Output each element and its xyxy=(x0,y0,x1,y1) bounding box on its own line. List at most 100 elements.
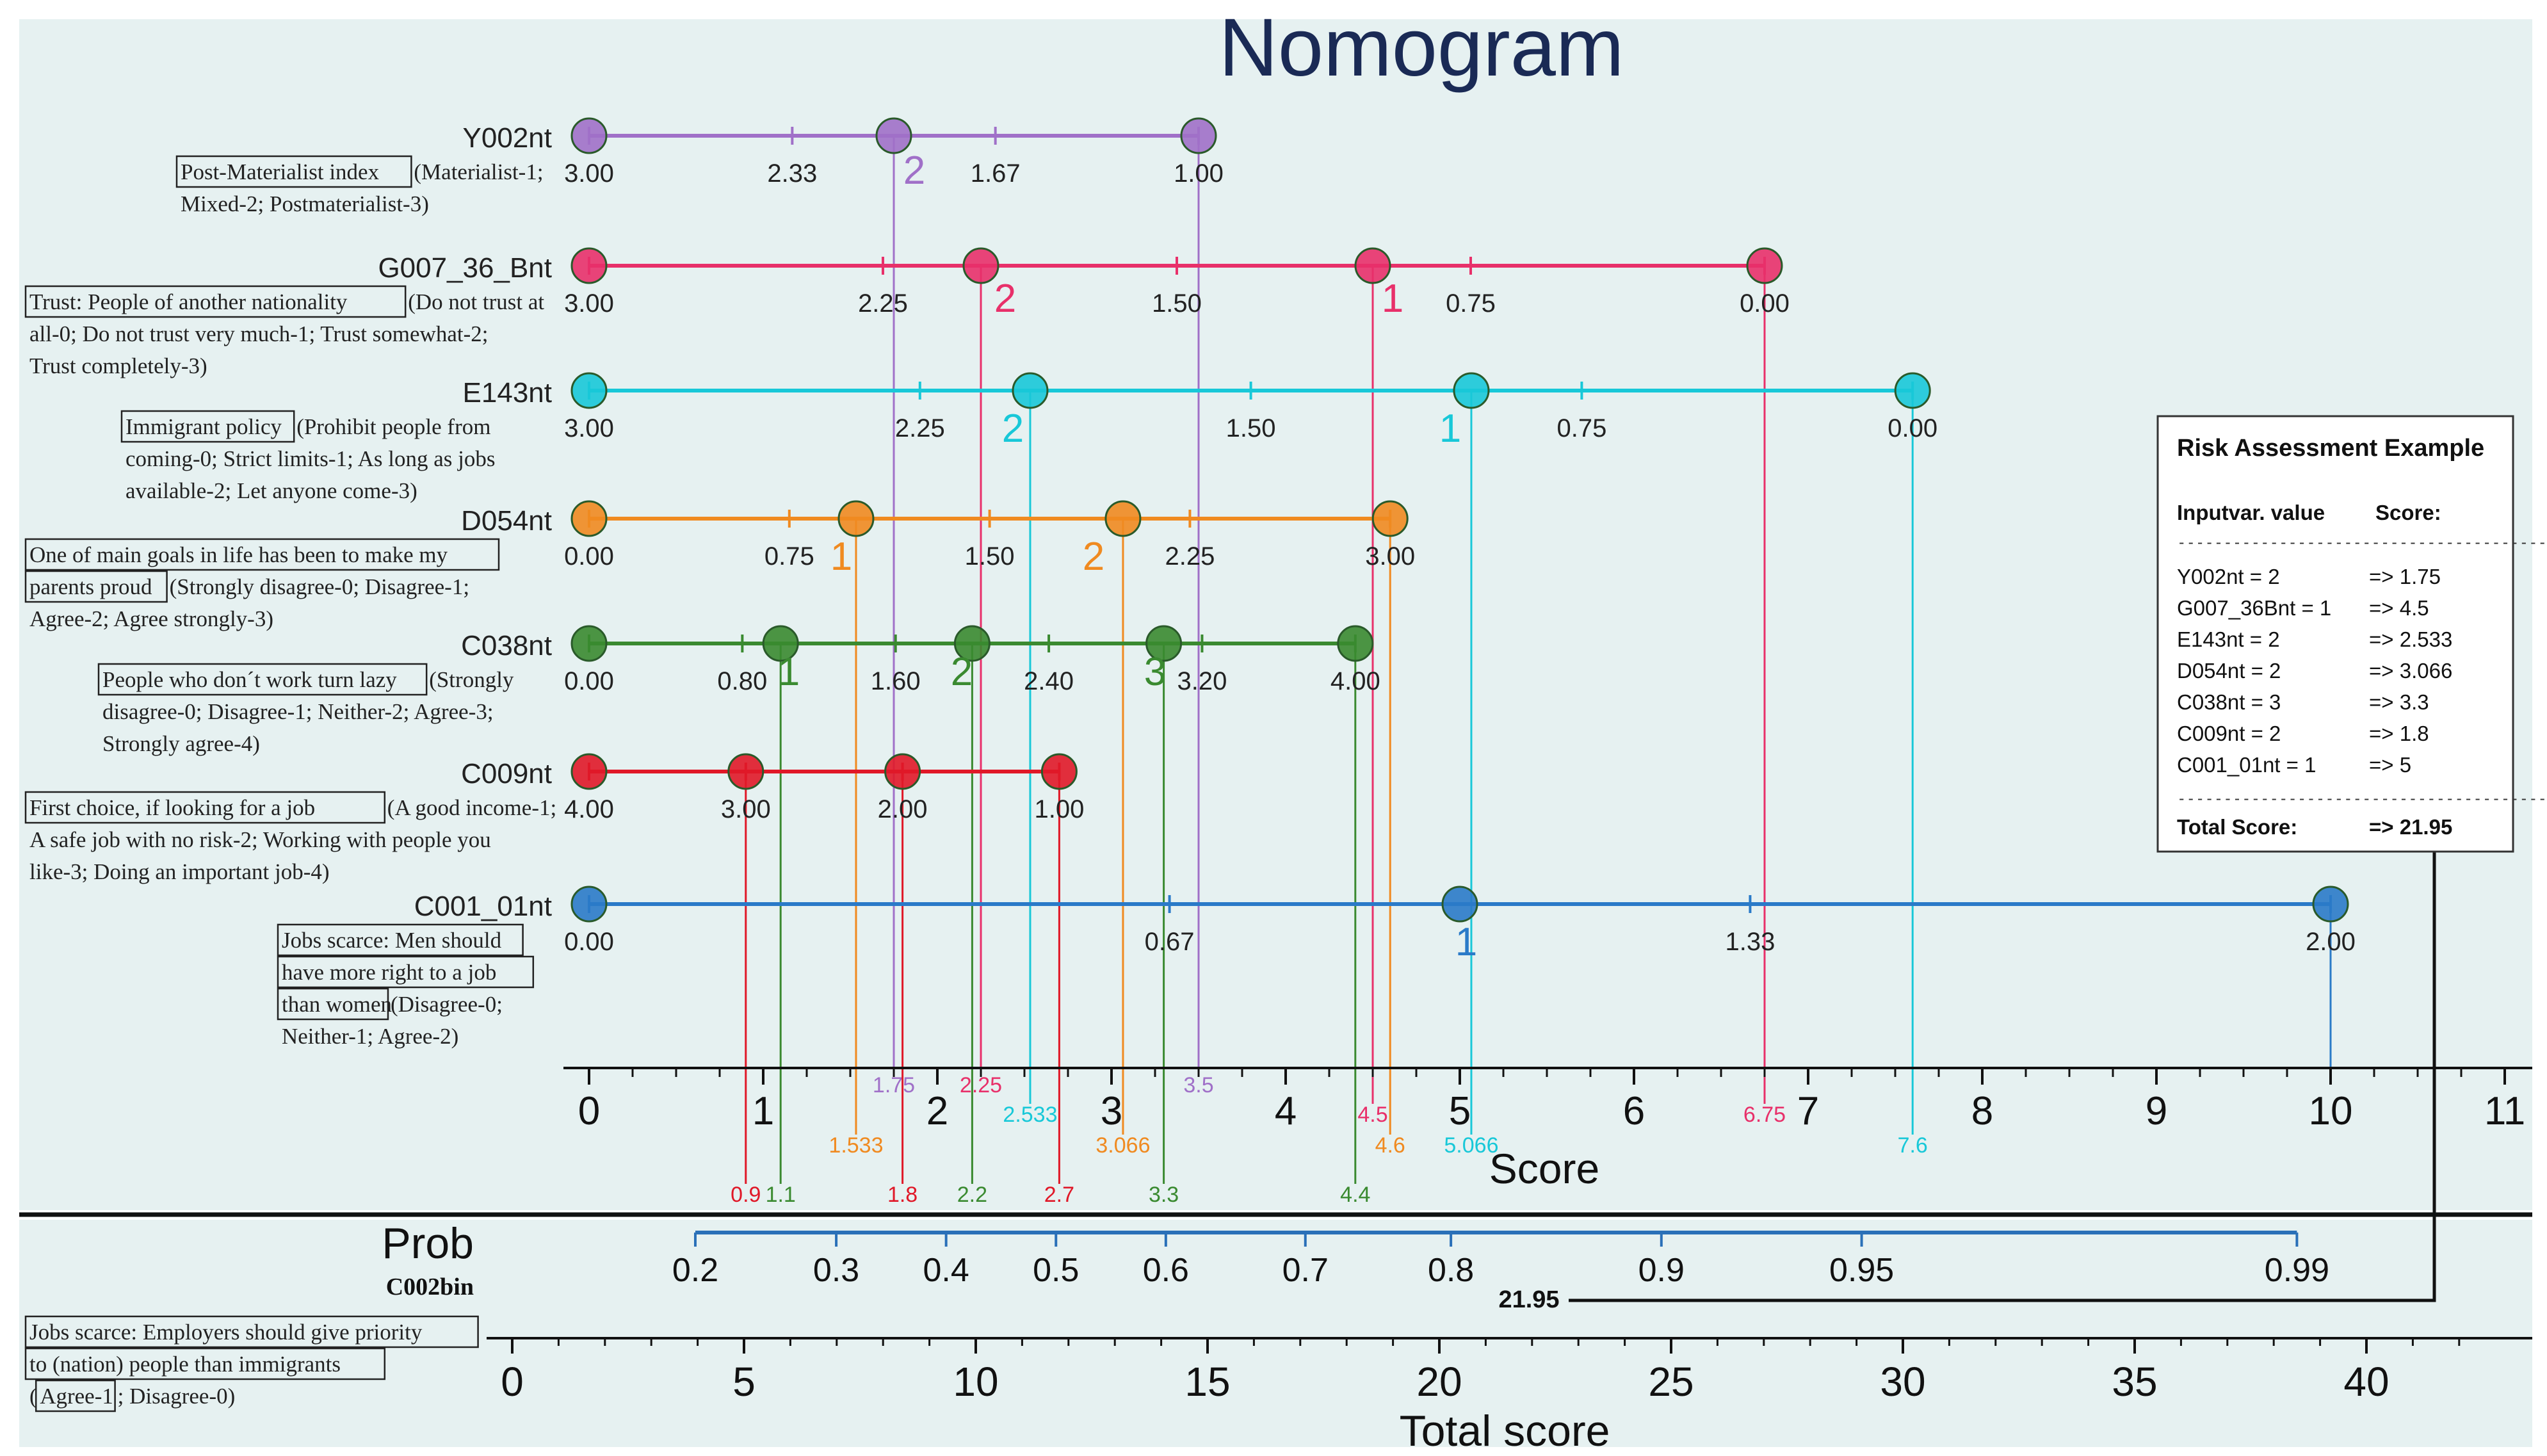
value-marker xyxy=(1180,117,1217,154)
scale-tick-label: 0.67 xyxy=(1145,928,1195,956)
score-axis-tick-label: 2 xyxy=(926,1089,948,1133)
scale-tick-label: 2.33 xyxy=(767,159,817,188)
score-axis-tick-label: 9 xyxy=(2146,1089,2167,1133)
variable-description: One of main goals in life has been to ma… xyxy=(29,542,448,567)
scale-tick-label: 3.00 xyxy=(564,414,614,442)
value-marker xyxy=(953,625,990,662)
total-axis-tick-label: 5 xyxy=(732,1359,756,1405)
scale-tick-label: 1.00 xyxy=(1174,159,1224,188)
marker-value-label: 1 xyxy=(1455,920,1477,964)
scale-tick-label: 0.75 xyxy=(1446,289,1496,318)
prob-axis-tick-label: 0.8 xyxy=(1428,1252,1474,1289)
variable-description: coming-0; Strict limits-1; As long as jo… xyxy=(125,446,496,471)
risk-box-row-score: => 1.8 xyxy=(2369,722,2429,745)
description-box xyxy=(277,955,535,989)
variable-name: C009nt xyxy=(461,758,552,789)
value-marker xyxy=(1104,500,1142,537)
description-box xyxy=(24,570,168,603)
scale-tick-label: 2.25 xyxy=(1165,542,1215,570)
risk-box-row-input: E143nt = 2 xyxy=(2177,627,2280,651)
connector-score-label: 0.9 xyxy=(731,1183,761,1207)
risk-box-row-score: => 3.066 xyxy=(2369,659,2452,683)
connector-score-label: 6.75 xyxy=(1743,1103,1786,1127)
variable-description: Jobs scarce: Men should xyxy=(282,928,502,953)
variable-description: like-3; Doing an important job-4) xyxy=(29,859,330,884)
connector-score-label: 3.3 xyxy=(1149,1183,1179,1207)
scale-tick-label: 3.00 xyxy=(721,795,771,823)
risk-box-row-input: Y002nt = 2 xyxy=(2177,565,2280,588)
risk-box-title: Risk Assessment Example xyxy=(2177,435,2484,462)
variable-description: than women xyxy=(282,992,392,1017)
marker-value-label: 1 xyxy=(830,535,852,579)
chart-title: Nomogram xyxy=(1218,2,1624,93)
outcome-description-box xyxy=(24,1315,479,1348)
scale-tick-label: 3.20 xyxy=(1177,667,1227,695)
scale-tick-label: 1.50 xyxy=(1152,289,1202,318)
connector-score-label: 2.7 xyxy=(1044,1183,1074,1207)
variable-row-c038nt: C038nt People who don´t work turn lazy (St… xyxy=(97,625,1380,756)
outcome-description: ( xyxy=(29,1384,37,1409)
connector-score-label: 2.533 xyxy=(1003,1103,1057,1127)
risk-box-row-input: D054nt = 2 xyxy=(2177,659,2281,683)
score-axis-tick-label: 4 xyxy=(1275,1089,1297,1133)
variable-rows-layer: Y002nt Post-Materialist index (Materialist… xyxy=(24,117,2356,1049)
score-axis-tick-label: 5 xyxy=(1449,1089,1471,1133)
variable-description: Immigrant policy xyxy=(125,414,282,439)
value-marker xyxy=(570,500,608,537)
marker-value-label: 1 xyxy=(1382,277,1403,321)
variable-name: D054nt xyxy=(461,505,552,537)
scale-tick-label: 3.00 xyxy=(1365,542,1415,570)
value-marker xyxy=(762,625,799,662)
total-axis-tick-label: 0 xyxy=(501,1359,524,1405)
total-axis-tick-label: 35 xyxy=(2112,1359,2157,1405)
scale-tick-label: 3.00 xyxy=(564,159,614,188)
variable-name: C038nt xyxy=(461,630,552,661)
variable-description: parents proud xyxy=(29,574,152,599)
scale-tick-label: 2.00 xyxy=(878,795,928,823)
connector-score-label: 2.2 xyxy=(957,1183,987,1207)
marker-value-label: 2 xyxy=(903,149,925,193)
scale-tick-label: 2.25 xyxy=(858,289,908,318)
value-marker xyxy=(1746,247,1783,284)
variable-row-d054nt: D054nt One of main goals in life has been… xyxy=(24,500,1415,631)
outcome-description-box xyxy=(35,1379,116,1412)
description-box xyxy=(24,791,386,824)
marker-value-label: 2 xyxy=(1083,535,1104,579)
scale-tick-label: 2.25 xyxy=(895,414,945,442)
variable-description: First choice, if looking for a job xyxy=(29,795,315,820)
risk-box-row-score: => 5 xyxy=(2369,753,2411,777)
scale-tick-label: 1.50 xyxy=(1226,414,1276,442)
total-score-connector xyxy=(1569,848,2436,1302)
variable-name: E143nt xyxy=(463,377,552,408)
prob-axis-tick-label: 0.6 xyxy=(1143,1252,1189,1289)
variable-description: Neither-1; Agree-2) xyxy=(282,1024,458,1049)
score-axis-tick-label: 1 xyxy=(752,1089,774,1133)
scale-tick-label: 4.00 xyxy=(564,795,614,823)
prob-axis-tick-label: 0.4 xyxy=(923,1252,969,1289)
description-box xyxy=(97,663,428,696)
scale-tick-label: 0.00 xyxy=(1888,414,1937,442)
value-marker xyxy=(570,886,608,923)
description-box xyxy=(277,987,389,1021)
marker-value-label: 1 xyxy=(1439,407,1461,451)
total-axis-tick-label: 40 xyxy=(2343,1359,2389,1405)
value-marker xyxy=(570,753,608,790)
connector-score-label: 4.4 xyxy=(1340,1183,1370,1207)
value-marker xyxy=(1337,625,1374,662)
value-marker xyxy=(1371,500,1409,537)
risk-box-row-score: => 4.5 xyxy=(2369,596,2429,620)
risk-box-row-score: => 3.3 xyxy=(2369,690,2429,714)
value-marker xyxy=(962,247,999,284)
scale-tick-label: 0.00 xyxy=(564,667,614,695)
risk-box-total-label: Total Score: xyxy=(2177,815,2297,839)
value-marker xyxy=(1040,753,1078,790)
description-box xyxy=(24,538,500,571)
variable-name: C001_01nt xyxy=(414,891,552,922)
score-axis-tick-label: 6 xyxy=(1623,1089,1645,1133)
connector-score-label: 5.066 xyxy=(1444,1133,1498,1158)
prob-axis-outcome-name: C002bin xyxy=(386,1274,474,1300)
total-axis-title: Total score xyxy=(1400,1407,1610,1455)
value-marker xyxy=(2312,886,2349,923)
scale-tick-label: 0.80 xyxy=(717,667,767,695)
variable-description: Trust completely-3) xyxy=(29,353,207,378)
